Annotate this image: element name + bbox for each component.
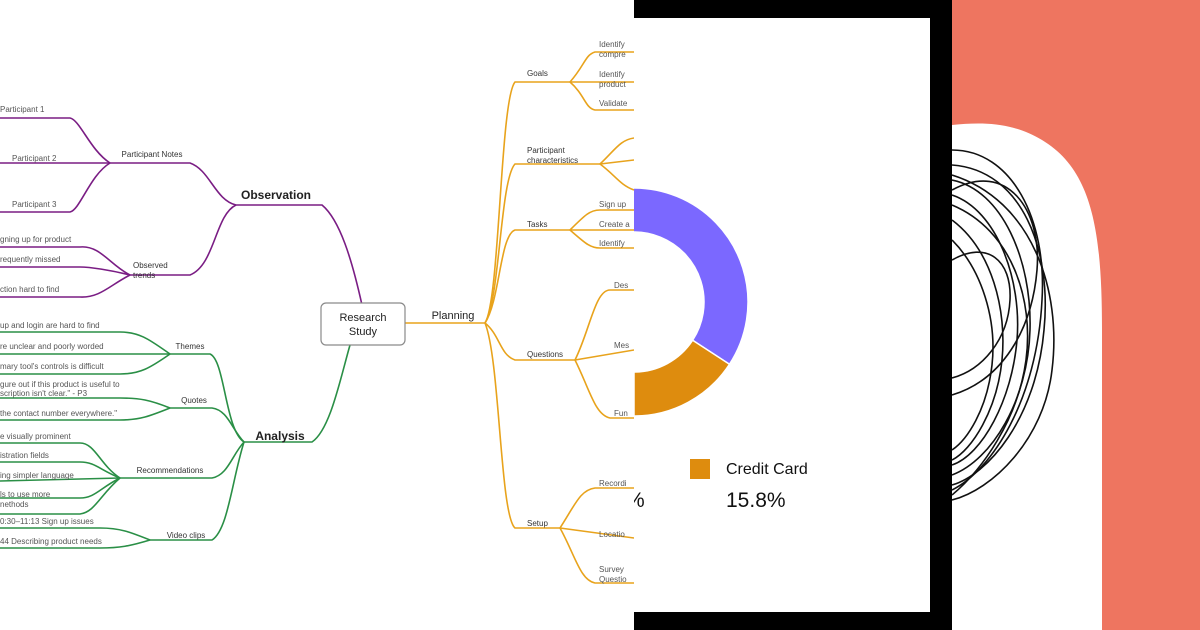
group-participant-notes: Participant Notes [122,150,183,159]
obs-item-1: Participant 1 [0,105,45,114]
ana-item-6: the contact number everywhere." [0,409,117,418]
scribble-lines [952,149,1055,501]
ana-item-9: ing simpler language [0,471,74,480]
observation-branch [0,117,363,306]
obs-item-6: ction hard to find [0,285,59,294]
obs-item-5: requently missed [0,255,60,264]
group-tasks: Tasks [527,220,547,229]
legend-label-credit-card: Credit Card [726,461,808,478]
donut-chart-panel: l % Credit Card 15.8% [634,0,952,630]
planning-branch [405,51,634,584]
group-quotes: Quotes [181,396,207,405]
ana-item-7: e visually prominent [0,432,71,441]
legend-value-credit-card: 15.8% [726,489,786,512]
plan-item-4: product [599,80,626,89]
ana-item-2: re unclear and poorly worded [0,342,104,351]
group-video-clips: Video clips [167,531,206,540]
plan-item-13: Locatio [599,530,625,539]
plan-item-6: Sign up [599,200,627,209]
donut-slice-primary [634,187,749,417]
plan-item-2: compre [599,50,626,59]
group-recommendations: Recommendations [137,466,204,475]
abstract-art [952,0,1200,630]
plan-item-11: Fun [614,409,628,418]
plan-item-12: Recordi [599,479,627,488]
plan-item-10: Mes [614,341,629,350]
analysis-branch [0,331,351,549]
ana-item-12: 0:30–11:13 Sign up issues [0,517,94,526]
ana-item-4: gure out if this product is useful to [0,380,120,389]
center-node-label-line1: Research [339,312,386,324]
observation-label: Observation [241,188,311,202]
obs-item-2: Participant 2 [12,154,57,163]
group-goals: Goals [527,69,548,78]
group-participant-characteristics-line1: Participant [527,146,566,155]
ana-item-3: mary tool's controls is difficult [0,362,104,371]
ana-item-10: ls to use more [0,490,51,499]
abstract-art-panel [952,0,1200,630]
plan-item-7: Create a [599,220,630,229]
group-themes: Themes [176,342,205,351]
donut-chart-card: l % Credit Card 15.8% [634,18,930,612]
analysis-label: Analysis [255,429,305,443]
donut-slices [634,187,749,417]
plan-item-15: Questio [599,575,627,584]
plan-item-14: Survey [599,565,624,574]
ana-item-5: scription isn't clear." - P3 [0,389,88,398]
obs-item-3: Participant 3 [12,200,57,209]
group-observed-trends-line2: trends [133,271,155,280]
group-questions: Questions [527,350,563,359]
group-participant-characteristics-line2: characteristics [527,156,578,165]
mind-map-panel: Research Study Observation Analysis Plan… [0,40,634,584]
ana-item-13: 44 Describing product needs [0,537,102,546]
plan-item-5: Validate [599,99,628,108]
ana-item-11: nethods [0,500,28,509]
ana-item-1: up and login are hard to find [0,321,100,330]
coral-shape [952,0,1200,630]
plan-item-9: Des [614,281,628,290]
plan-item-8: Identify [599,239,625,248]
plan-item-1: Identify [599,40,625,49]
obs-item-4: gning up for product [0,235,72,244]
donut-slice-credit-card [634,339,731,417]
donut-chart: l % Credit Card 15.8% [634,187,808,512]
center-node [320,302,406,346]
legend-swatch-credit-card [690,459,710,479]
legend-value-1: % [634,489,645,512]
plan-item-3: Identify [599,70,625,79]
group-observed-trends-line1: Observed [133,261,168,270]
group-setup: Setup [527,519,548,528]
ana-item-8: istration fields [0,451,49,460]
center-node-label-line2: Study [349,326,378,338]
mind-map: Research Study Observation Analysis Plan… [0,40,634,584]
planning-label: Planning [432,310,475,322]
